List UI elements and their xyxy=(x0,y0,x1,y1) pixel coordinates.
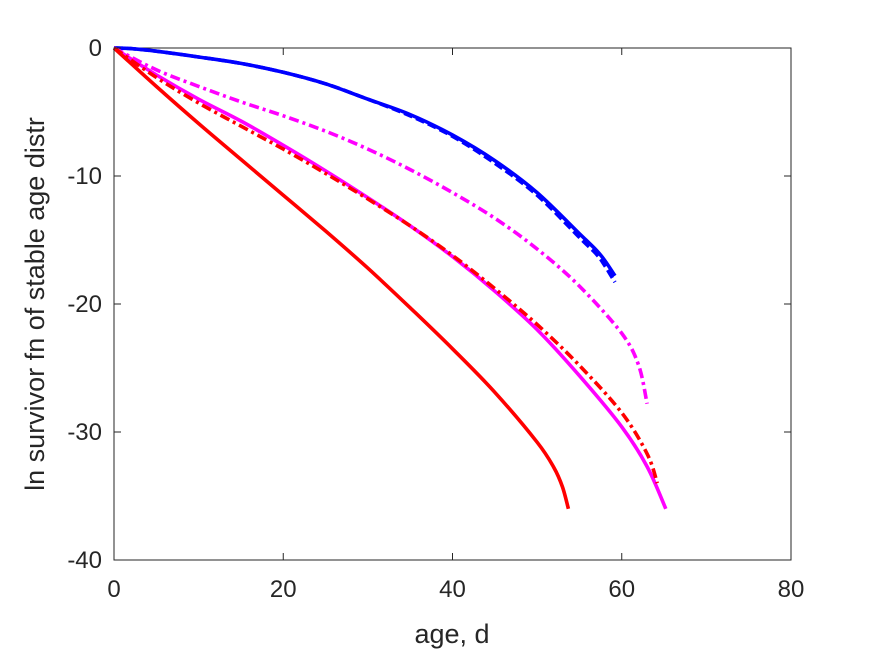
series-line-6 xyxy=(112,46,571,510)
x-tick-label: 0 xyxy=(107,576,120,603)
x-tick-label: 20 xyxy=(270,576,297,603)
tick-layer: 0 20 40 60 80 0 -10 -20 -30 -40 xyxy=(67,35,804,603)
series-line-3 xyxy=(113,46,649,405)
y-tick-label: -40 xyxy=(67,547,102,574)
plot-frame xyxy=(113,47,792,561)
series-line-5 xyxy=(112,46,660,484)
y-tick-label: 0 xyxy=(89,35,102,62)
x-tick-label: 40 xyxy=(439,576,466,603)
y-tick-label: -20 xyxy=(67,291,102,318)
y-axis-label: ln survivor fn of stable age distr xyxy=(20,117,50,491)
y-tick-label: -30 xyxy=(67,419,102,446)
x-tick-label: 80 xyxy=(778,576,805,603)
plot-area xyxy=(113,47,792,561)
series-layer xyxy=(112,46,668,510)
y-tick-label: -10 xyxy=(67,163,102,190)
x-tick-label: 60 xyxy=(608,576,635,603)
x-axis-label: age, d xyxy=(414,619,489,649)
series-line-1 xyxy=(113,46,617,277)
